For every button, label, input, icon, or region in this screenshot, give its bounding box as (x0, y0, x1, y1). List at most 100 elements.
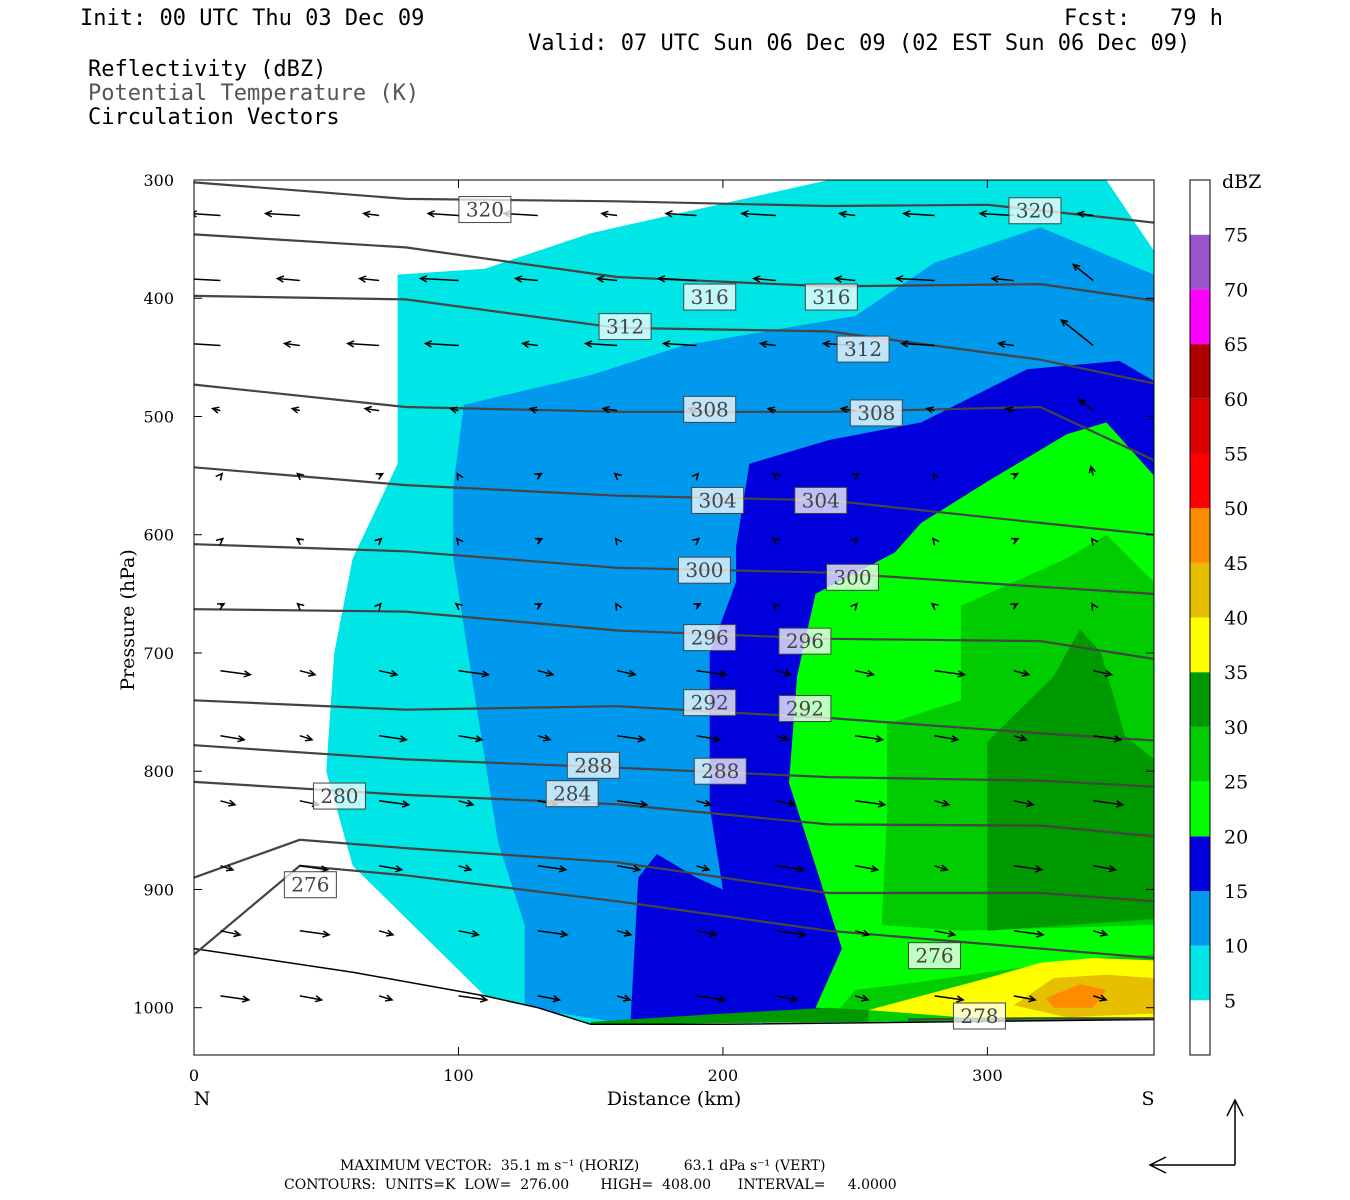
wind-vector-head (1077, 398, 1087, 407)
wind-vector-head (766, 406, 776, 414)
colorbar-tick-label: 65 (1224, 334, 1248, 356)
wind-vector-head (628, 669, 637, 678)
wind-vector (420, 277, 459, 282)
wind-vector (1093, 734, 1121, 741)
contour-label-box (826, 563, 880, 591)
x-tick-label: 0 (189, 1066, 199, 1085)
wind-vector-head (787, 799, 797, 808)
wind-vector-head (956, 995, 965, 1003)
wind-vector (1078, 398, 1094, 412)
wind-vector-head (243, 670, 253, 678)
wind-vector-head (1004, 406, 1014, 414)
wind-vector-head (361, 210, 371, 218)
colorbar-segment (1190, 508, 1210, 563)
wind-vector (1077, 212, 1094, 217)
wind-vector-head (850, 602, 859, 611)
wind-vector-head (601, 405, 611, 414)
wind-vector (696, 800, 712, 806)
y-axis: 300 400 500 600 700 800 900 1000 (133, 171, 1154, 1018)
colorbar-tick-label: 45 (1224, 553, 1248, 575)
wind-vector-head (781, 734, 790, 742)
wind-vector (934, 930, 955, 936)
wind-vector (428, 212, 459, 217)
colorbar-tick-label: 25 (1224, 772, 1248, 794)
field-reflectivity: Reflectivity (dBZ) (88, 57, 327, 82)
wind-vector (1013, 995, 1036, 1001)
wind-vector (537, 669, 554, 676)
wind-vector (775, 734, 789, 741)
wind-vector (696, 930, 717, 936)
contour-label: 304 (699, 488, 737, 512)
colorbar-tick-label: 5 (1224, 990, 1236, 1012)
wind-vector-head (925, 406, 934, 414)
wind-vector (378, 865, 402, 871)
wind-vector-head (740, 210, 749, 218)
wind-vector-head (902, 210, 911, 218)
contour-label-box (794, 486, 848, 514)
wind-vector-head (693, 602, 702, 610)
colorbar-tick-label: 55 (1224, 443, 1248, 465)
wind-vector-head (600, 210, 609, 218)
wind-vector (1093, 800, 1123, 806)
x-axis: 0 100 200 300 (189, 180, 1003, 1085)
wind-vector (980, 212, 1014, 217)
y-tick-label: 500 (143, 407, 174, 426)
contour-label: 300 (685, 558, 723, 582)
maximum-vector-note: MAXIMUM VECTOR: 35.1 m s⁻¹ (HORIZ) 63.1 … (340, 1158, 826, 1174)
wind-vector-head (322, 930, 331, 938)
wind-vector-head (614, 537, 623, 546)
wind-vector-head (1036, 930, 1045, 938)
wind-vector-head (1019, 734, 1028, 742)
contour-label: 304 (802, 488, 840, 512)
theta-contour-312 (194, 294, 1154, 385)
wind-vector (597, 277, 618, 282)
wind-vector-head (877, 800, 887, 808)
wind-vector-head (772, 602, 781, 611)
wind-vector-head (1113, 735, 1123, 743)
wind-vector-head (931, 537, 940, 546)
wind-vector-head (237, 735, 246, 743)
right-end-label: S (1141, 1088, 1154, 1110)
wind-vector (934, 669, 965, 676)
wind-vector (458, 995, 488, 1001)
wind-vector-head (719, 670, 729, 678)
wind-vector (220, 800, 236, 806)
wind-vector-head (399, 735, 409, 743)
wind-vector-head (320, 865, 330, 873)
wind-vector-head (418, 275, 428, 283)
wind-vector-head (552, 995, 562, 1003)
contour-label: 312 (606, 315, 644, 339)
wind-vector (220, 995, 249, 1001)
contour-label: 292 (786, 697, 824, 721)
colorbar-tick-label: 35 (1224, 662, 1248, 684)
wind-vector-head (861, 994, 870, 1002)
wind-vector-head (545, 669, 555, 677)
y-tick-label: 1000 (133, 999, 174, 1018)
wind-vector-head (390, 669, 399, 678)
colorbar-segment (1190, 344, 1210, 399)
wind-vector (1013, 669, 1029, 676)
wind-vector-head (215, 472, 224, 481)
theta-contour-280 (194, 838, 1154, 903)
reflectivity-region (987, 629, 1154, 931)
wind-vector-head (520, 340, 530, 349)
colorbar-tick-label: 20 (1224, 826, 1248, 848)
contour-label: 288 (574, 753, 612, 777)
wind-vector (359, 277, 380, 282)
wind-vector-head (691, 537, 701, 546)
wind-vector-head (595, 275, 605, 283)
colorbar-segment (1190, 453, 1210, 509)
wind-vector (998, 342, 1014, 347)
wind-vector (616, 800, 647, 806)
wind-vector-head (1104, 669, 1114, 678)
wind-vector-head (374, 537, 383, 546)
contour-label-box (683, 624, 737, 652)
colorbar-tick-label: 30 (1224, 717, 1248, 739)
contour-label-box (849, 399, 903, 427)
wind-vector-head (560, 930, 569, 938)
colorbar-segment (1190, 890, 1210, 946)
wind-vector (458, 865, 472, 871)
theta-contour-316 (194, 233, 1154, 302)
contour-label: 276 (291, 873, 329, 897)
wind-vector (425, 342, 459, 347)
